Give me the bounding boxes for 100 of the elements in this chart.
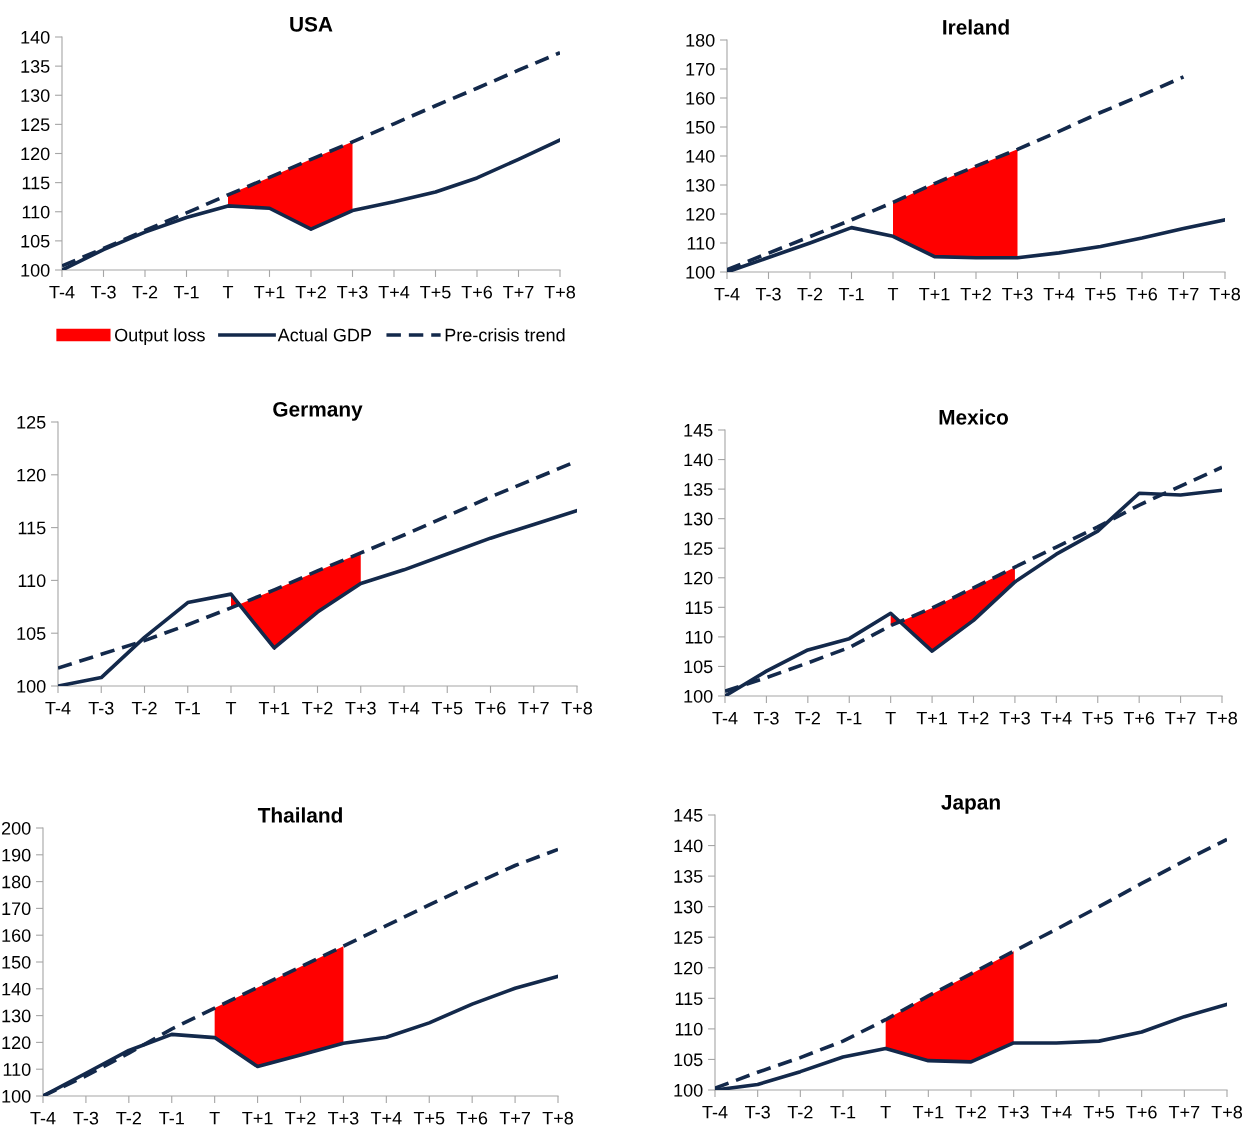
x-tick-label: T-4 — [702, 1105, 728, 1119]
x-tick-label: T-2 — [131, 701, 157, 715]
x-tick-label: T-1 — [159, 1111, 184, 1125]
y-tick-label: 130 — [21, 89, 50, 102]
y-tick-label: 200 — [1, 821, 31, 835]
x-tick-label: T-2 — [132, 285, 158, 299]
y-tick-label: 180 — [2, 875, 31, 889]
y-tick-label: 120 — [17, 468, 46, 482]
x-tick-label: T-3 — [755, 287, 781, 301]
x-tick-label: T+2 — [958, 711, 989, 725]
y-tick-label: 120 — [684, 571, 713, 585]
y-tick-label: 100 — [2, 1089, 31, 1103]
x-tick-label: T+3 — [998, 1105, 1029, 1119]
y-tick-label: 120 — [2, 1036, 31, 1050]
x-tick-label: T+7 — [1168, 1105, 1200, 1119]
x-tick-label: T-4 — [714, 287, 740, 301]
y-tick-label: 135 — [684, 483, 713, 496]
y-tick-label: 110 — [685, 630, 713, 644]
y-tick-label: 135 — [21, 60, 50, 73]
x-tick-label: T-2 — [116, 1111, 141, 1125]
x-tick-label: T — [887, 287, 899, 301]
y-tick-label: 145 — [684, 424, 713, 437]
x-tick-label: T — [885, 711, 896, 725]
x-tick-label: T-4 — [712, 711, 738, 725]
x-tick-label: T-3 — [88, 701, 114, 715]
legend-label: Actual GDP — [277, 328, 372, 342]
chart-title: Ireland — [943, 19, 1009, 35]
y-tick-label: 135 — [674, 870, 703, 883]
x-tick-label: T+7 — [1168, 287, 1199, 301]
x-tick-label: T+1 — [919, 287, 950, 301]
y-tick-label: 125 — [17, 415, 46, 429]
x-tick-label: T-1 — [836, 711, 862, 725]
y-tick-label: 105 — [674, 1053, 703, 1067]
x-tick-label: T+8 — [1209, 287, 1241, 301]
legend-label: Output loss — [115, 328, 205, 346]
x-tick-label: T+6 — [475, 701, 506, 715]
y-tick-label: 115 — [675, 992, 703, 1006]
x-tick-label: T+2 — [960, 287, 991, 301]
y-tick-label: 115 — [18, 521, 46, 535]
y-tick-label: 140 — [674, 839, 703, 853]
x-tick-label: T-1 — [838, 287, 864, 301]
x-tick-label: T+6 — [1126, 1105, 1157, 1119]
x-tick-label: T+4 — [1040, 711, 1072, 725]
x-tick-label: T-1 — [175, 701, 200, 715]
y-tick-label: 100 — [674, 1083, 703, 1097]
y-tick-label: 110 — [687, 236, 715, 250]
y-tick-label: 100 — [686, 265, 715, 279]
x-tick-label: T+3 — [328, 1111, 359, 1125]
y-tick-label: 110 — [3, 1063, 31, 1076]
x-tick-label: T+1 — [916, 711, 948, 725]
x-tick-label: T-3 — [753, 711, 779, 725]
x-tick-label: T — [880, 1105, 891, 1119]
x-tick-label: T-2 — [787, 1105, 813, 1119]
y-tick-label: 100 — [21, 263, 50, 277]
y-tick-label: 100 — [17, 679, 46, 693]
chart-title: Japan — [941, 795, 1000, 814]
x-tick-label: T+1 — [242, 1111, 273, 1125]
y-tick-label: 105 — [684, 660, 713, 674]
x-tick-label: T+7 — [1165, 711, 1196, 725]
y-tick-label: 125 — [684, 542, 713, 555]
y-tick-label: 115 — [22, 176, 50, 190]
legend-label: Pre-crisis trend — [445, 328, 565, 342]
y-tick-label: 190 — [2, 848, 31, 862]
chart-title: Germany — [273, 401, 363, 421]
x-tick-label: T+8 — [1211, 1105, 1243, 1119]
x-tick-label: T+5 — [431, 701, 463, 715]
y-tick-label: 125 — [674, 931, 703, 944]
x-tick-label: T-2 — [797, 287, 823, 301]
y-tick-label: 140 — [684, 453, 713, 467]
y-tick-label: 130 — [686, 178, 715, 192]
x-tick-label: T+4 — [388, 701, 420, 715]
x-tick-label: T+7 — [503, 285, 534, 299]
x-tick-label: T+3 — [1002, 287, 1033, 301]
y-tick-label: 120 — [686, 207, 715, 221]
y-tick-label: 120 — [674, 961, 703, 975]
x-tick-label: T+4 — [1043, 287, 1075, 301]
x-tick-label: T+6 — [456, 1111, 488, 1125]
y-tick-label: 150 — [686, 120, 715, 134]
x-tick-label: T-4 — [49, 285, 75, 299]
y-tick-label: 120 — [21, 147, 50, 161]
x-tick-label: T-4 — [30, 1111, 56, 1125]
y-tick-label: 170 — [686, 62, 715, 76]
y-tick-label: 145 — [674, 809, 703, 822]
x-tick-label: T — [209, 1111, 220, 1125]
y-tick-label: 105 — [17, 627, 46, 640]
y-tick-label: 180 — [686, 33, 715, 47]
y-tick-label: 150 — [2, 955, 31, 969]
x-tick-label: T+8 — [561, 701, 593, 715]
x-tick-label: T+3 — [337, 285, 368, 299]
x-tick-label: T+1 — [912, 1105, 944, 1119]
y-tick-label: 125 — [21, 118, 50, 132]
x-tick-label: T+5 — [413, 1111, 445, 1125]
x-tick-label: T+5 — [1082, 711, 1113, 725]
y-tick-label: 160 — [2, 929, 31, 942]
x-tick-label: T+6 — [1126, 287, 1158, 301]
y-tick-label: 140 — [686, 149, 715, 163]
y-tick-label: 110 — [675, 1022, 703, 1036]
x-tick-label: T+5 — [1085, 287, 1116, 301]
x-tick-label: T+6 — [1123, 711, 1155, 725]
chart-title: Thailand — [257, 807, 342, 823]
